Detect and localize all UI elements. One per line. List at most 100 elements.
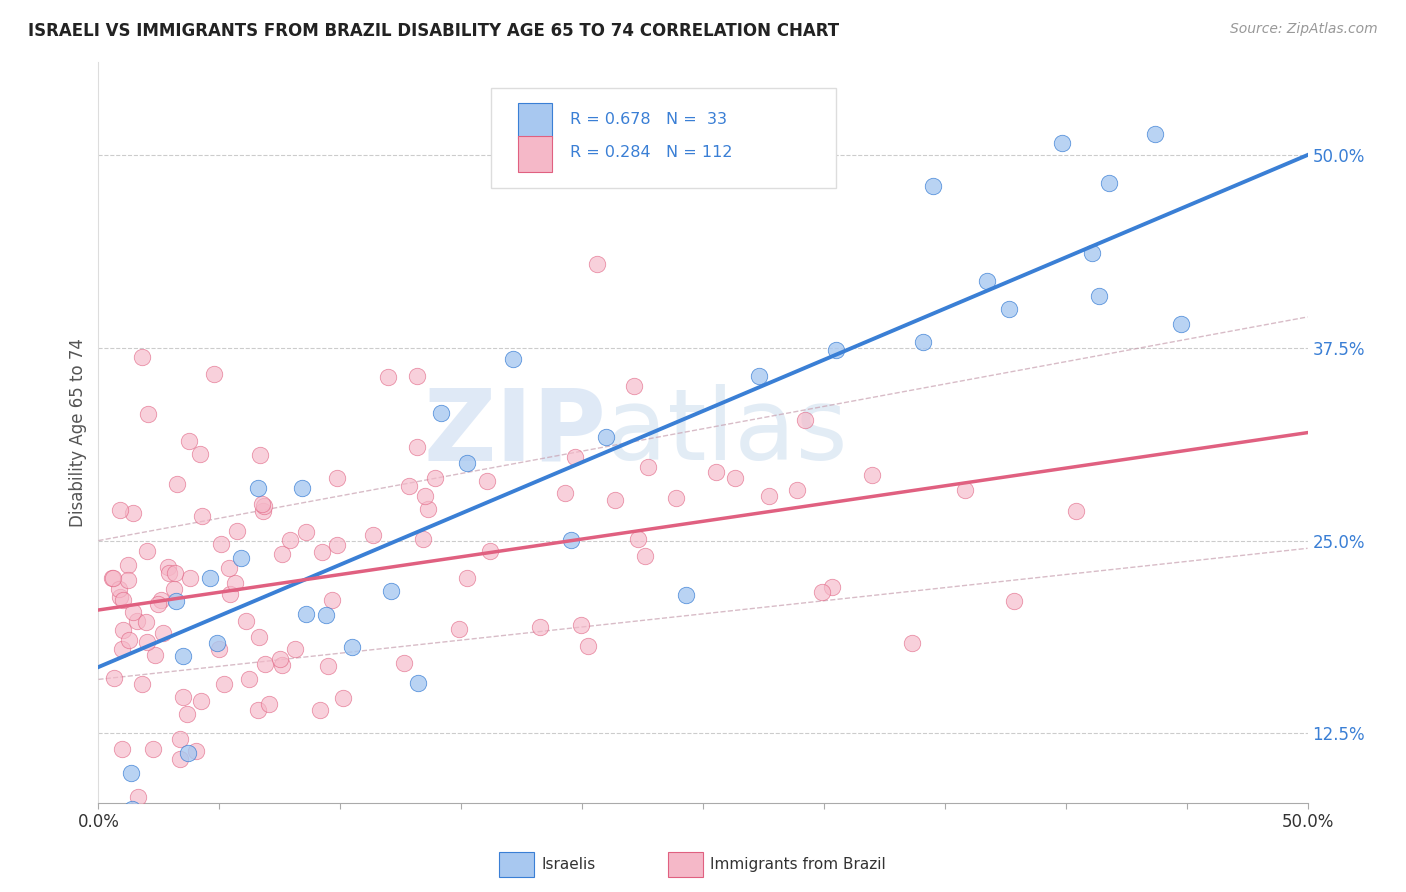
Point [169,731,191,746]
FancyBboxPatch shape [492,88,837,188]
Point [576,639,599,653]
Point [626,532,648,546]
Point [165,594,187,608]
Point [976,274,998,288]
Point [100,571,122,585]
Point [111,593,134,607]
Point [1081,246,1104,260]
Point [249,448,271,462]
Point [238,672,260,686]
Point [253,657,276,672]
Point [246,703,269,717]
Point [342,640,364,654]
Point [998,301,1021,316]
Point [176,707,198,722]
Point [623,378,645,392]
Point [135,635,157,649]
Text: ZIP: ZIP [423,384,606,481]
Point [250,498,273,512]
Point [135,544,157,558]
Point [149,593,172,607]
Point [247,630,270,644]
Point [321,593,343,607]
Point [811,585,834,599]
Point [704,465,727,479]
Text: R = 0.284   N = 112: R = 0.284 N = 112 [569,145,733,161]
Point [309,703,332,717]
Point [108,582,131,597]
Point [295,607,318,621]
Point [172,649,194,664]
Point [569,618,592,632]
Point [502,352,524,367]
Point [191,509,214,524]
Point [209,537,232,551]
Point [415,489,437,503]
Point [860,468,883,483]
Point [794,413,817,427]
Point [135,615,157,630]
Point [103,571,125,585]
Point [108,590,131,604]
Bar [517,136,553,172]
Point [121,802,143,816]
Point [229,551,252,566]
Y-axis label: Disability Age 65 to 74: Disability Age 65 to 74 [69,338,87,527]
Point [257,698,280,712]
Point [1088,289,1111,303]
Point [163,582,186,596]
Point [205,636,228,650]
Point [218,587,240,601]
Point [127,789,149,804]
Point [246,481,269,495]
Point [315,607,337,622]
Point [824,343,846,357]
Point [447,622,470,636]
Point [1064,504,1087,518]
Point [252,503,274,517]
Point [377,370,399,384]
Point [125,614,148,628]
Point [326,471,349,485]
Point [235,614,257,628]
Point [271,658,294,673]
Point [269,652,291,666]
Point [110,741,132,756]
Point [311,545,333,559]
Point [156,559,179,574]
Point [131,350,153,364]
Text: Israelis: Israelis [541,857,596,871]
Point [142,741,165,756]
Point [675,588,697,602]
Point [190,447,212,461]
Point [786,483,808,497]
Text: Immigrants from Brazil: Immigrants from Brazil [710,857,886,871]
Point [224,576,246,591]
Point [198,571,221,585]
Point [212,677,235,691]
Point [143,648,166,662]
Point [1098,176,1121,190]
Point [634,549,657,564]
Point [361,528,384,542]
Point [218,561,240,575]
Point [406,369,429,384]
Point [529,620,551,634]
Point [758,489,780,503]
Point [560,533,582,547]
Point [316,658,339,673]
Point [1170,318,1192,332]
Point [325,538,347,552]
Point [190,694,212,708]
Point [112,623,135,637]
Point [136,407,159,421]
Point [953,483,976,498]
Point [271,547,294,561]
Point [172,690,194,704]
Point [724,471,747,485]
Point [177,434,200,449]
Point [554,486,576,500]
Point [586,257,609,271]
Point [278,533,301,548]
Point [605,492,627,507]
